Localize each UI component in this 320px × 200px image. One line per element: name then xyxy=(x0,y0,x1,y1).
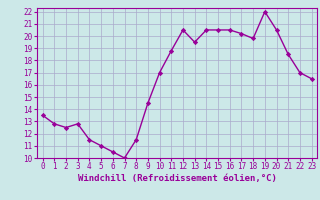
X-axis label: Windchill (Refroidissement éolien,°C): Windchill (Refroidissement éolien,°C) xyxy=(78,174,276,183)
